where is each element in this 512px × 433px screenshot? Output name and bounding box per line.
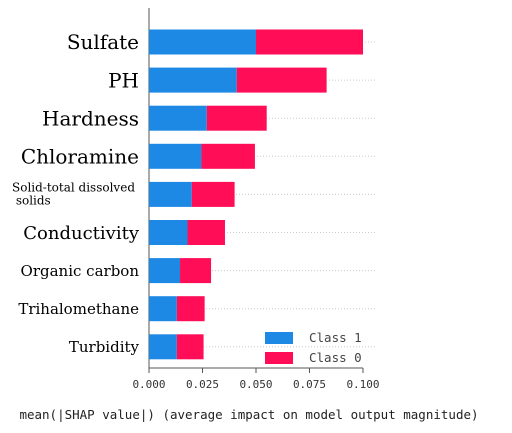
bar-class-0 (256, 29, 363, 55)
feature-label: Solid-total dissolved solids (12, 180, 135, 207)
bar-class-1 (149, 334, 177, 360)
legend-swatch (265, 352, 293, 364)
feature-label: PH (108, 68, 139, 92)
bar-class-1 (149, 105, 207, 131)
bar-class-0 (236, 67, 327, 93)
feature-label: Conductivity (23, 223, 140, 244)
legend: Class 1 Class 0 (265, 330, 362, 365)
x-tick-label: 0.075 (293, 378, 326, 391)
bar-class-1 (149, 258, 181, 284)
bar-class-0 (180, 258, 212, 284)
x-axis-ticks: 0.000 0.025 0.050 0.075 0.100 (132, 368, 380, 391)
feature-label: Hardness (42, 106, 139, 130)
x-tick-label: 0.000 (132, 378, 165, 391)
feature-labels: Sulfate PH Hardness Chloramine Solid-total d… (12, 30, 140, 356)
bar-class-1 (149, 181, 192, 207)
bar-class-0 (187, 220, 225, 245)
bar-class-1 (149, 143, 202, 169)
feature-label: Trihalomethane (18, 300, 139, 318)
legend-label: Class 1 (309, 330, 362, 345)
bar-class-0 (176, 296, 205, 322)
bar-class-1 (149, 220, 188, 245)
legend-label: Class 0 (309, 350, 362, 365)
x-tick-label: 0.100 (346, 378, 379, 391)
bar-class-1 (149, 296, 177, 322)
feature-label: Organic carbon (21, 262, 140, 280)
feature-label: Sulfate (67, 30, 139, 54)
bar-class-0 (206, 105, 267, 131)
bar-class-1 (149, 67, 237, 93)
bar-class-1 (149, 29, 256, 55)
bar-class-0 (201, 143, 255, 169)
bars (149, 29, 363, 360)
x-tick-label: 0.050 (239, 378, 272, 391)
bar-class-0 (176, 334, 204, 360)
x-tick-label: 0.025 (186, 378, 219, 391)
legend-swatch (265, 332, 293, 344)
feature-label: Chloramine (21, 145, 139, 169)
feature-label: Turbidity (69, 338, 140, 356)
x-axis-label: mean(|SHAP value|) (average impact on mo… (19, 407, 478, 422)
bar-class-0 (191, 181, 235, 207)
